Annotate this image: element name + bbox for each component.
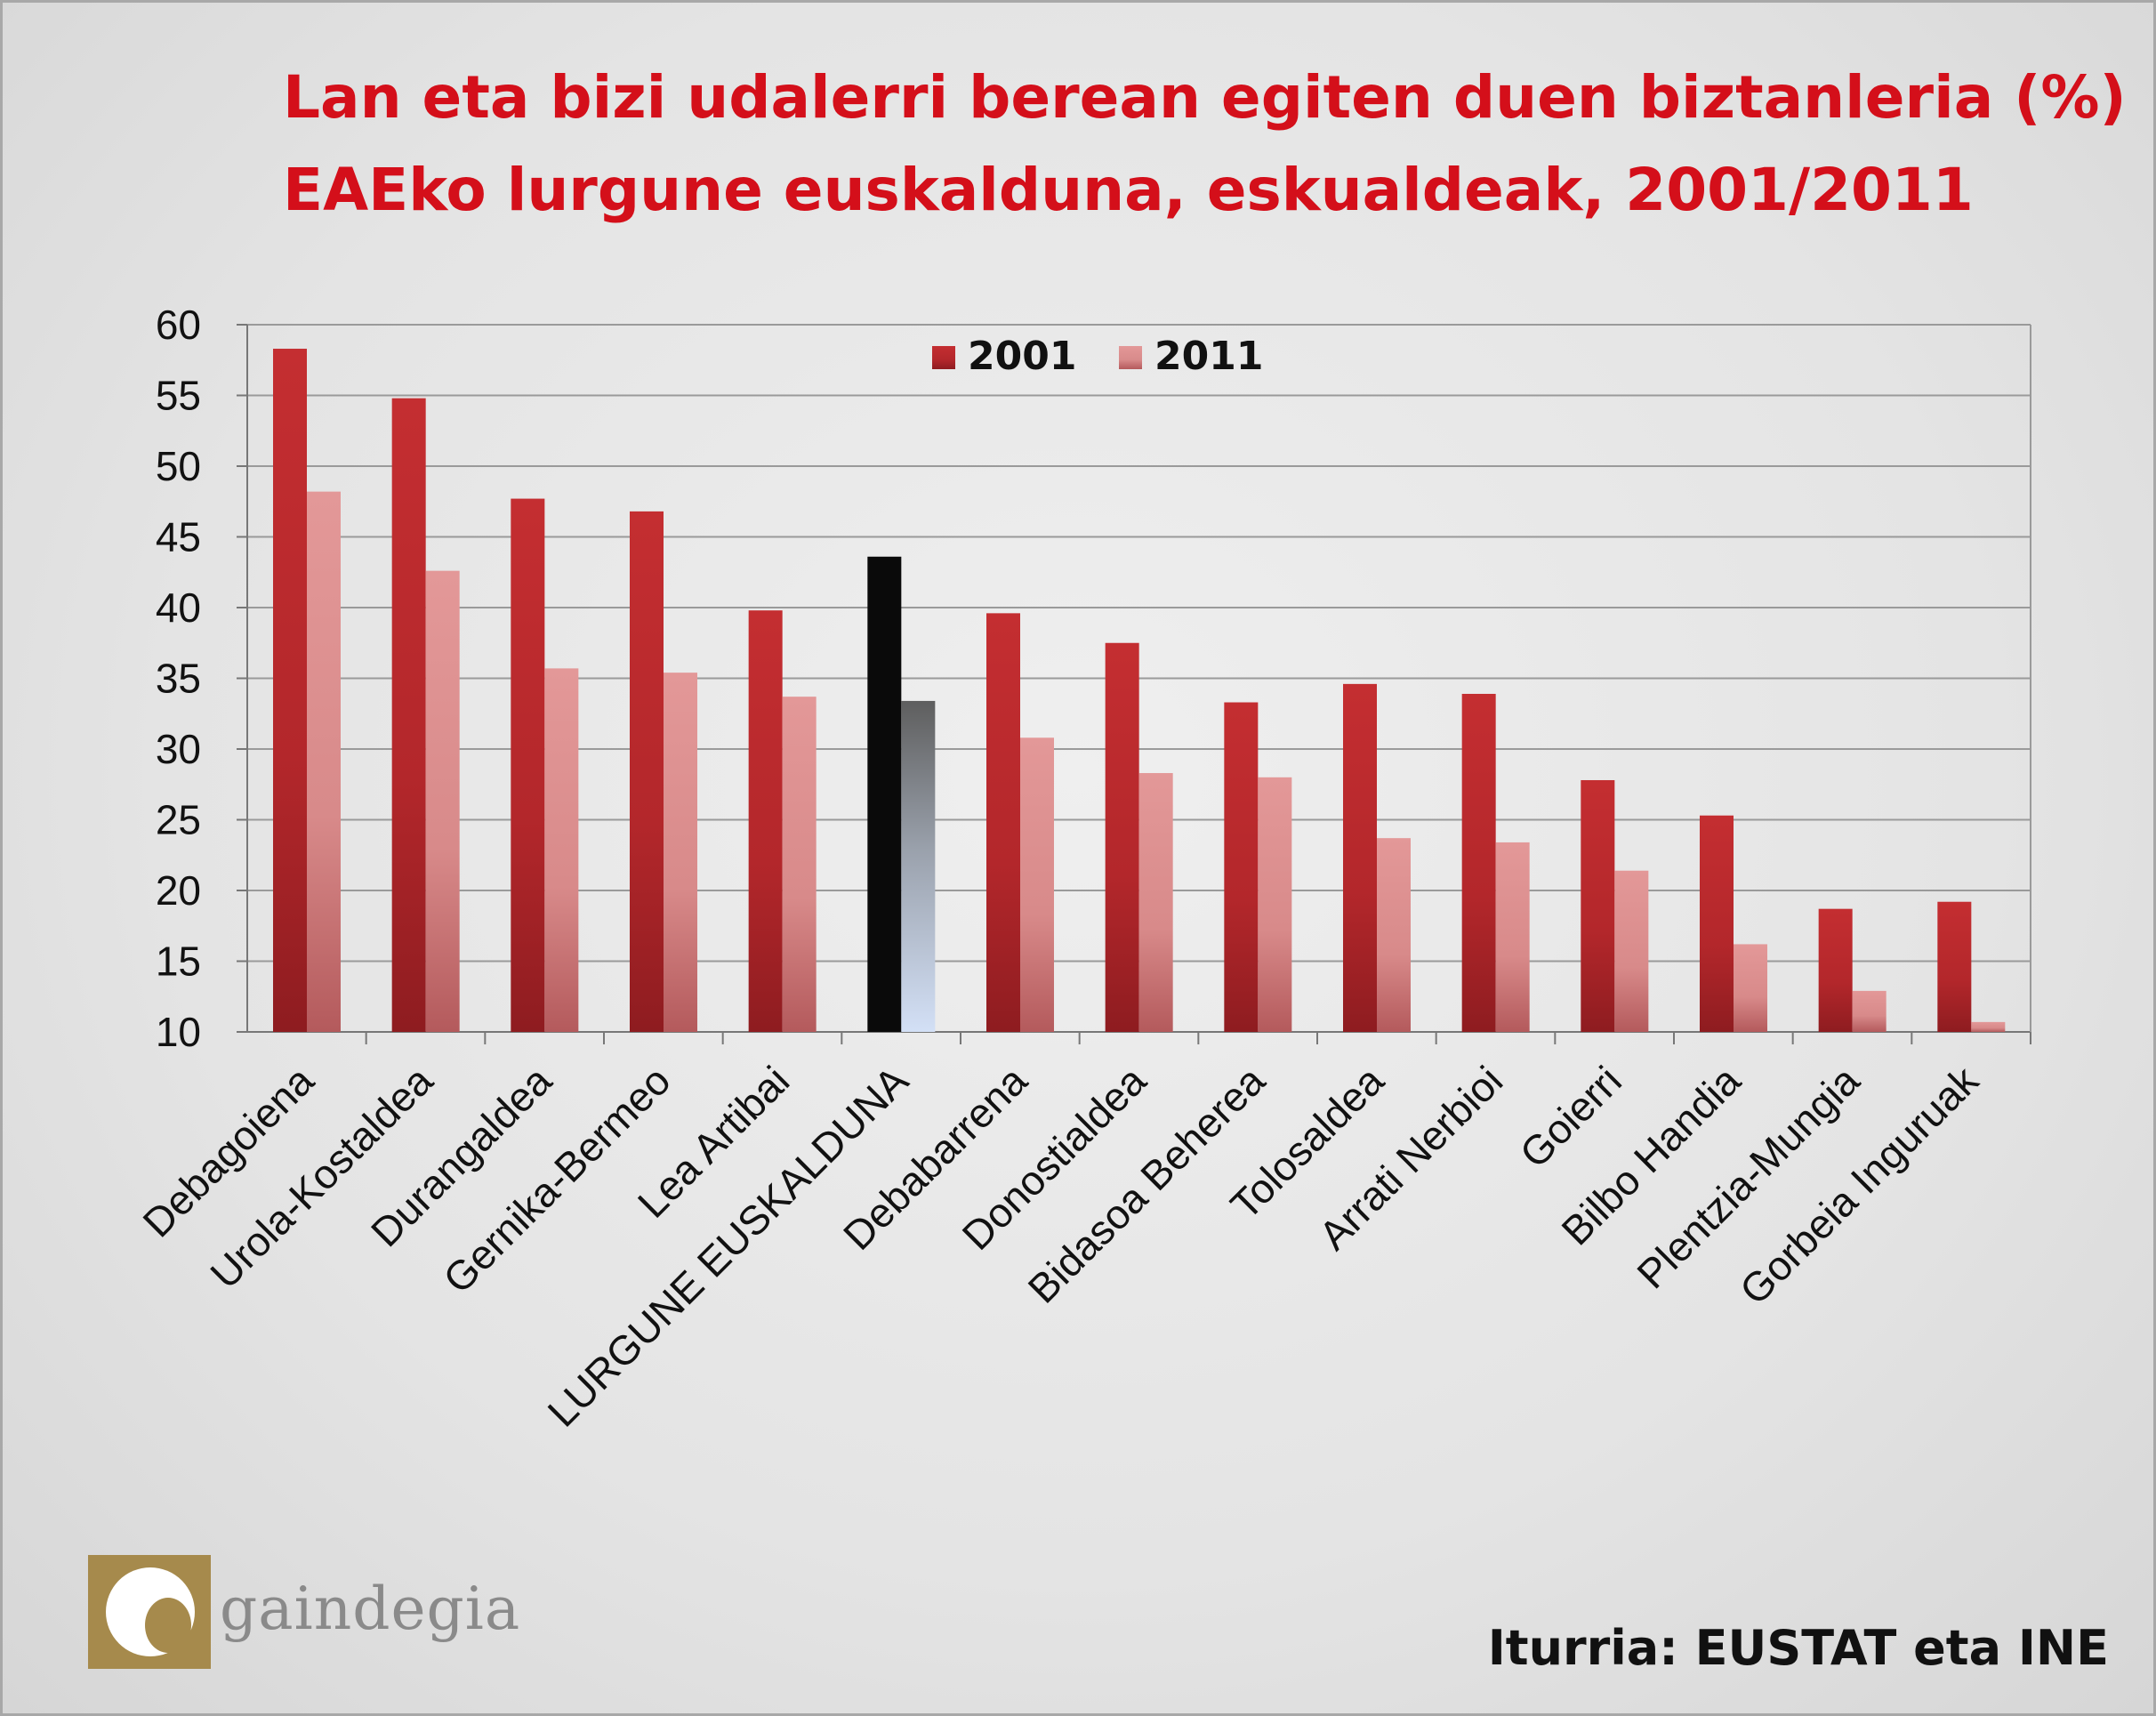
bar-2011-7: [1138, 773, 1173, 1032]
bar-2001-2: [511, 498, 545, 1032]
bar-2011-3: [664, 673, 697, 1032]
bar-2001-9: [1343, 683, 1377, 1032]
bar-2011-5: [901, 700, 936, 1032]
y-tick-label-45: 45: [156, 514, 201, 560]
bar-2011-0: [307, 491, 341, 1032]
y-tick-label-30: 30: [156, 726, 201, 772]
bar-2011-1: [425, 570, 460, 1032]
y-tick-label-55: 55: [156, 373, 201, 419]
legend-label-2011: 2011: [1154, 334, 1263, 379]
chart-subtitle: EAEko lurgune euskalduna, eskualdeak, 20…: [283, 156, 1974, 224]
bar-2001-7: [1105, 642, 1139, 1032]
y-tick-label-60: 60: [156, 302, 201, 348]
bar-2001-4: [748, 610, 783, 1032]
bar-2011-6: [1020, 737, 1054, 1032]
bar-2011-10: [1495, 842, 1530, 1032]
bar-2001-10: [1461, 693, 1496, 1032]
bar-2011-4: [782, 697, 817, 1032]
legend-swatch-2001: [932, 346, 955, 369]
category-label-11: Goierri: [1511, 1057, 1630, 1176]
chart-title: Lan eta bizi udalerri berean egiten duen…: [283, 63, 2127, 132]
bar-2001-6: [986, 613, 1020, 1032]
bar-2011-11: [1614, 870, 1649, 1032]
y-tick-label-50: 50: [156, 443, 201, 489]
bar-2011-2: [544, 668, 579, 1032]
bar-2001-12: [1700, 815, 1734, 1032]
bar-2001-11: [1581, 779, 1615, 1032]
bar-2001-14: [1937, 901, 1972, 1032]
bar-2001-5: [867, 556, 902, 1032]
logo-wordmark: gaindegia: [220, 1575, 521, 1643]
bar-2011-12: [1734, 944, 1767, 1032]
y-tick-label-35: 35: [156, 656, 201, 702]
y-tick-label-40: 40: [156, 584, 201, 631]
bar-2011-13: [1852, 990, 1886, 1032]
y-tick-label-20: 20: [156, 867, 201, 914]
bar-2001-3: [630, 511, 664, 1032]
bar-2011-8: [1258, 777, 1292, 1032]
bar-chart: 1015202530354045505560DebagoienaUrola-Ko…: [133, 302, 2031, 1436]
bar-2001-8: [1224, 702, 1259, 1032]
legend-label-2001: 2001: [968, 334, 1076, 379]
bar-2011-14: [1971, 1021, 2006, 1032]
bar-2011-9: [1377, 838, 1411, 1032]
bar-2001-13: [1818, 908, 1853, 1032]
y-tick-label-15: 15: [156, 939, 201, 985]
bar-2001-1: [391, 398, 426, 1032]
category-label-13: Plentzia-Mungia: [1628, 1057, 1868, 1297]
y-tick-label-10: 10: [156, 1009, 201, 1055]
gaindegia-logo: gaindegia: [88, 1555, 519, 1671]
source-note: Iturria: EUSTAT eta INE: [1487, 1620, 2109, 1676]
bar-2001-0: [273, 349, 307, 1032]
legend-swatch-2011: [1119, 346, 1142, 369]
logo-mark-icon: [88, 1555, 211, 1669]
category-label-1: Urola-Kostaldea: [201, 1057, 441, 1297]
y-tick-label-25: 25: [156, 797, 201, 843]
